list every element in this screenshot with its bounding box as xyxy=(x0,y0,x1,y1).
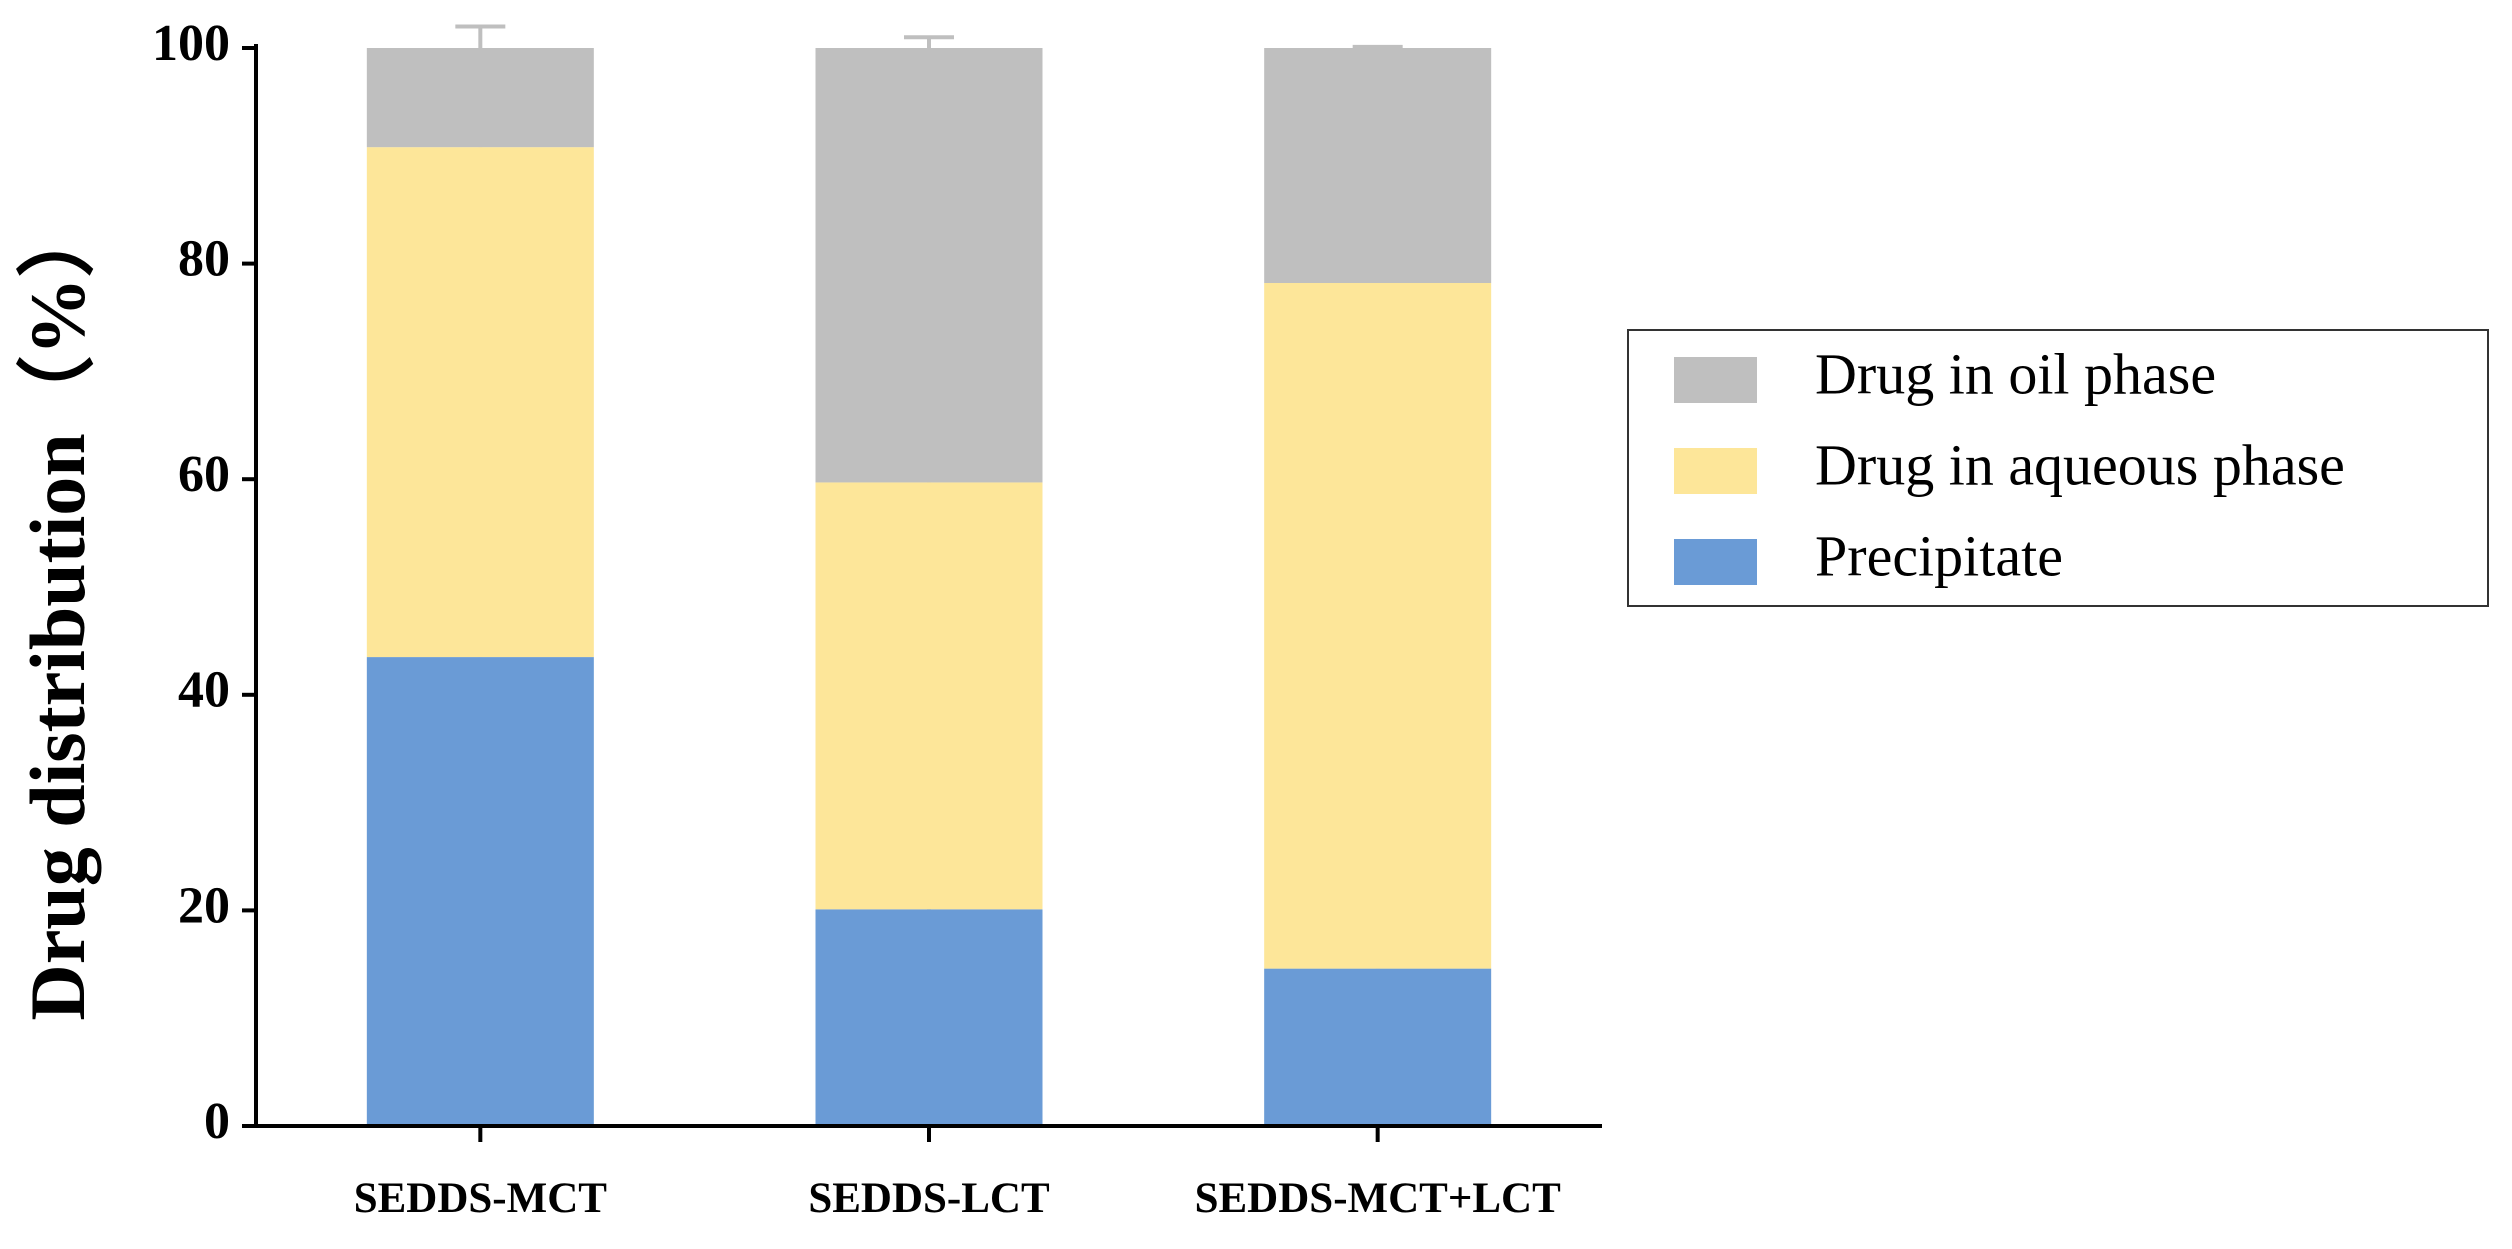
bar-segment xyxy=(815,482,1043,910)
legend-label: Precipitate xyxy=(1815,523,2063,588)
y-tick-label: 20 xyxy=(178,877,230,934)
legend-swatch xyxy=(1674,539,1757,585)
error-bar xyxy=(904,35,954,48)
x-tick-label: SEDDS-MCT+LCT xyxy=(1195,1175,1561,1222)
y-tick-label: 100 xyxy=(152,15,230,72)
y-tick-label: 80 xyxy=(178,231,230,288)
legend-box xyxy=(1627,329,2489,607)
legend-label: Drug in oil phase xyxy=(1815,341,2216,406)
bar-segment xyxy=(1264,283,1492,969)
bar-segment xyxy=(366,657,594,1126)
error-bar xyxy=(455,24,506,48)
x-tick-label: SEDDS-MCT xyxy=(354,1175,608,1222)
bar-segment xyxy=(1264,968,1492,1126)
x-tick-label: SEDDS-LCT xyxy=(808,1175,1050,1222)
y-tick-label: 40 xyxy=(178,662,230,719)
legend-label: Drug in aqueous phase xyxy=(1815,432,2345,497)
y-tick-label: 0 xyxy=(204,1093,230,1150)
legend-swatch xyxy=(1674,357,1757,403)
bar-segment xyxy=(366,48,594,148)
error-bar xyxy=(1352,44,1403,49)
bar-segment xyxy=(1264,48,1492,284)
bar-segment xyxy=(366,147,594,658)
legend-swatch xyxy=(1674,448,1757,494)
bar-segment xyxy=(815,909,1043,1126)
bar-segment xyxy=(815,48,1043,483)
y-tick-label: 60 xyxy=(178,446,230,503)
y-axis-label: Drug distribution（%） xyxy=(14,199,101,1020)
